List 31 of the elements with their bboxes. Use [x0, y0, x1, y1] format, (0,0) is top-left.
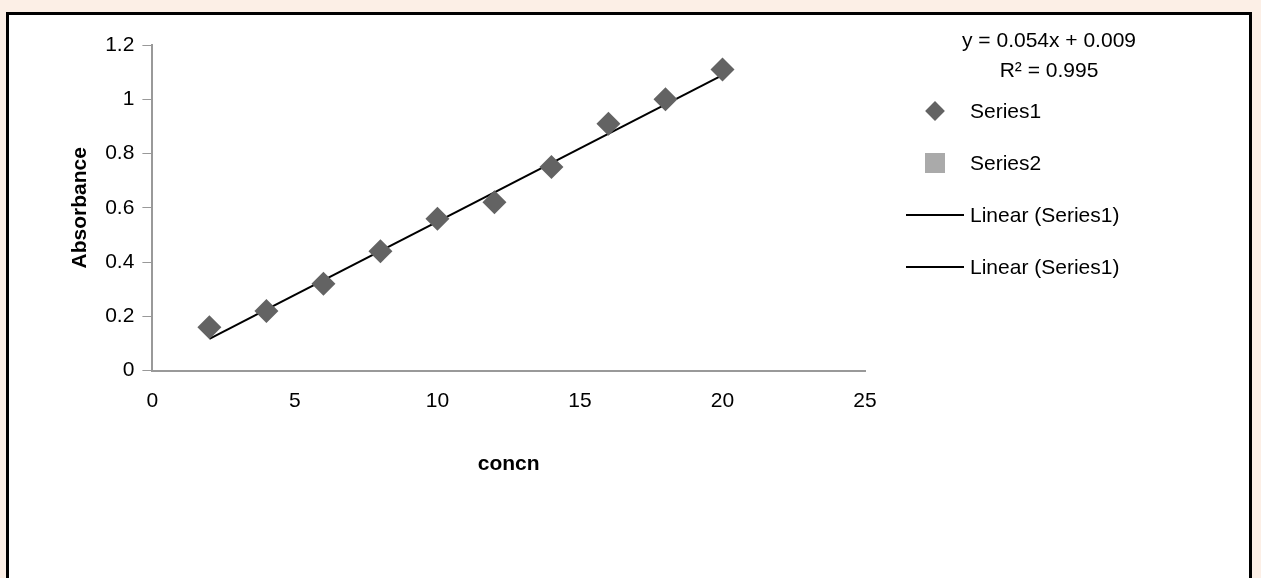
y-tick-label: 1.2 [105, 31, 135, 55]
point [596, 111, 621, 136]
point [254, 298, 279, 323]
x-tick-label: 15 [568, 388, 592, 411]
text: R² = 0.995 [998, 57, 1100, 83]
point [197, 315, 222, 340]
x-tick-label: 10 [425, 388, 450, 411]
point [482, 190, 507, 215]
x-tick-label: 0 [146, 388, 159, 411]
legend-label: Linear (Series1) [970, 255, 1120, 279]
y-tick-label: 0.6 [105, 194, 135, 218]
y-tick-label: 0 [122, 357, 135, 381]
text: y = 0.054x + 0.009 [961, 27, 1137, 53]
point [710, 57, 735, 82]
legend-label: Linear (Series1) [970, 203, 1120, 227]
point [368, 239, 393, 264]
point [425, 206, 450, 231]
y-tick-label: 1 [122, 86, 135, 110]
y-axis-title: Absorbance [67, 147, 91, 269]
x-tick-label: 5 [289, 388, 301, 411]
x-axis-title: concn [477, 451, 540, 475]
legend-label: Series1 [970, 99, 1042, 123]
legend-label: Series2 [970, 151, 1042, 175]
x-tick-label: 20 [710, 388, 735, 411]
y-tick-label: 0.4 [105, 248, 135, 272]
point [653, 87, 678, 112]
point [311, 271, 336, 296]
x-tick-label: 25 [853, 388, 877, 411]
y-tick-label: 0.2 [105, 303, 135, 327]
y-tick-label: 0.8 [105, 140, 135, 164]
point [539, 155, 564, 180]
